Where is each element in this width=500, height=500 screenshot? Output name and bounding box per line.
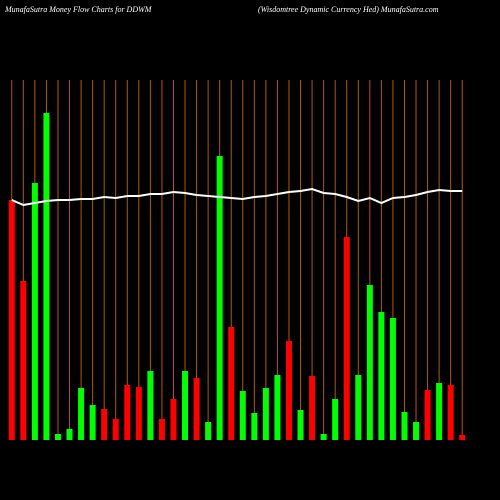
bar xyxy=(309,376,316,440)
bar xyxy=(228,327,235,440)
bar xyxy=(285,341,292,440)
bar xyxy=(8,200,15,440)
bar xyxy=(205,422,212,440)
bar xyxy=(54,434,61,440)
bar xyxy=(343,237,350,440)
bar xyxy=(182,371,189,440)
bar xyxy=(262,388,269,440)
bar xyxy=(447,385,454,440)
bar xyxy=(355,375,362,440)
bar xyxy=(43,113,50,440)
bar xyxy=(297,410,304,440)
bar xyxy=(101,409,108,440)
bar xyxy=(216,156,223,440)
bar xyxy=(251,413,258,440)
bar xyxy=(320,434,327,440)
bar xyxy=(389,318,396,440)
bar xyxy=(366,285,373,440)
line xyxy=(11,187,463,207)
bar xyxy=(170,399,177,440)
bar xyxy=(135,387,142,440)
bar xyxy=(332,399,339,440)
bar xyxy=(274,375,281,440)
bar xyxy=(413,422,420,440)
bar xyxy=(378,312,385,440)
bar xyxy=(31,183,38,440)
bar xyxy=(20,281,27,440)
bar xyxy=(459,435,466,440)
bar xyxy=(66,429,73,440)
bar xyxy=(78,388,85,440)
bar xyxy=(401,412,408,440)
bar xyxy=(124,385,131,440)
bar xyxy=(436,383,443,440)
bar xyxy=(239,391,246,440)
bar xyxy=(89,405,96,440)
bar xyxy=(147,371,154,440)
bar xyxy=(193,378,200,440)
bar xyxy=(158,419,165,440)
chart-title: MunafaSutra Money Flow Charts for DDWM xyxy=(4,5,153,14)
bar xyxy=(424,390,431,440)
bar xyxy=(112,419,119,440)
chart-subtitle: (Wisdomtree Dynamic Currency Hed) Munafa… xyxy=(258,5,439,14)
